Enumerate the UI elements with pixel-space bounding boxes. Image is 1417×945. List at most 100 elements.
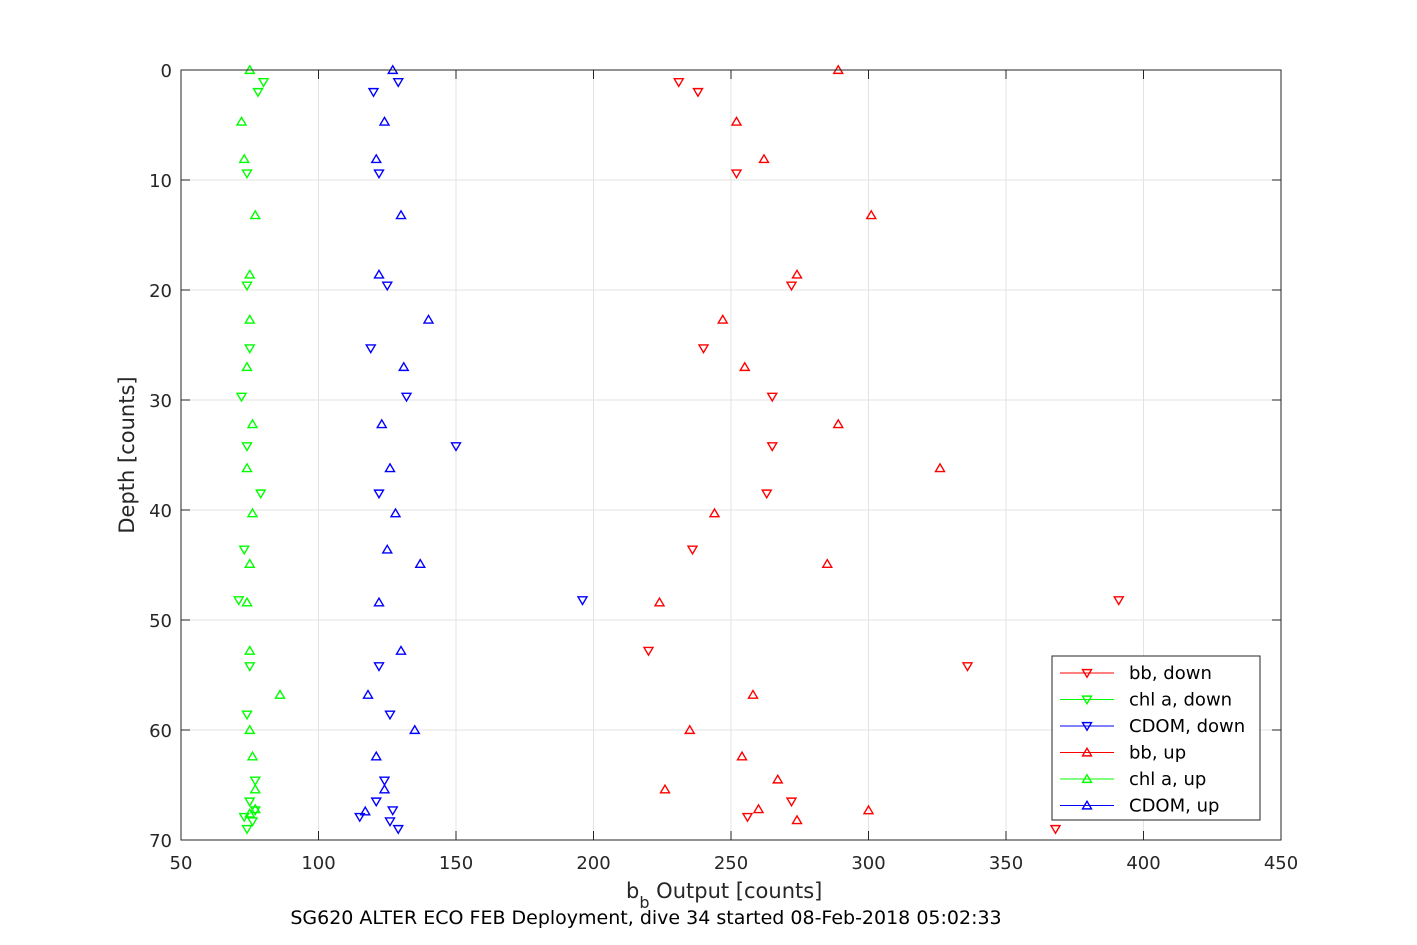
data-point xyxy=(244,268,256,279)
data-point xyxy=(865,209,877,220)
y-tick-label: 0 xyxy=(161,61,172,82)
data-point xyxy=(249,209,261,220)
data-point xyxy=(365,344,377,354)
y-tick-label: 20 xyxy=(149,281,172,302)
legend-item: CDOM, down xyxy=(1060,716,1245,737)
axis-ticks: 50 100 150 200 250 300 350 400 450 0 10 20 30 40 50 60 7… xyxy=(149,61,1298,874)
data-point xyxy=(378,783,391,794)
data-point xyxy=(785,281,798,292)
data-point xyxy=(378,116,391,126)
data-point xyxy=(235,116,248,126)
data-point xyxy=(785,797,798,808)
legend-label: chl a, down xyxy=(1129,690,1232,711)
data-point xyxy=(384,710,396,721)
data-point xyxy=(642,646,655,657)
data-point xyxy=(373,662,385,672)
data-point xyxy=(422,314,435,324)
x-tick-label: 50 xyxy=(170,853,193,874)
legend-label: chl a, up xyxy=(1129,769,1206,790)
legend-marker xyxy=(1081,799,1093,810)
legend-label: bb, down xyxy=(1129,663,1212,684)
x-tick-label: 400 xyxy=(1126,853,1160,874)
data-point xyxy=(772,773,784,784)
data-point xyxy=(1049,824,1062,835)
data-point xyxy=(359,805,371,816)
data-point xyxy=(370,797,382,808)
data-point xyxy=(233,596,245,606)
data-point xyxy=(791,268,803,279)
legend-item: CDOM, up xyxy=(1060,796,1219,817)
data-point xyxy=(381,281,393,292)
chart-footer-caption: SG620 ALTER ECO FEB Deployment, dive 34 … xyxy=(290,907,1001,929)
data-point xyxy=(373,169,385,180)
data-point xyxy=(249,806,261,816)
data-point xyxy=(241,361,253,372)
data-point xyxy=(241,824,253,835)
data-point xyxy=(659,783,671,794)
data-point xyxy=(376,418,388,429)
data-point xyxy=(367,87,380,98)
data-point xyxy=(684,724,696,735)
data-point xyxy=(384,817,396,827)
data-point xyxy=(389,507,402,518)
data-point xyxy=(238,153,250,164)
legend-item: bb, down xyxy=(1060,663,1212,684)
data-point xyxy=(241,462,253,473)
data-point xyxy=(244,558,256,568)
data-point xyxy=(373,268,385,279)
x-tick-label: 300 xyxy=(851,853,885,874)
data-point xyxy=(244,645,256,655)
data-point xyxy=(249,803,261,814)
data-point xyxy=(414,558,426,568)
data-point xyxy=(387,806,399,816)
data-point xyxy=(821,558,833,568)
x-axis-label-rest: Output [counts] xyxy=(650,879,823,903)
x-axis-label-main: b xyxy=(626,879,639,903)
legend-marker xyxy=(1081,668,1093,679)
data-point xyxy=(244,314,256,324)
data-point xyxy=(241,710,253,721)
data-point xyxy=(241,442,253,452)
data-point xyxy=(384,462,396,473)
data-point xyxy=(246,418,259,429)
data-point xyxy=(373,489,385,500)
data-point xyxy=(576,596,589,606)
legend-box xyxy=(1051,655,1261,821)
data-point xyxy=(241,169,253,180)
legend-label: CDOM, up xyxy=(1129,796,1219,817)
series-cdom-down xyxy=(354,78,589,835)
data-point xyxy=(730,116,743,126)
series-bb-down xyxy=(642,78,1125,835)
data-point xyxy=(244,807,256,818)
data-point xyxy=(392,78,404,88)
y-tick-label: 70 xyxy=(149,831,172,852)
data-point xyxy=(708,507,721,518)
data-point xyxy=(752,803,765,814)
legend-item: bb, up xyxy=(1060,743,1186,764)
data-point xyxy=(241,281,253,292)
data-point xyxy=(686,545,699,556)
x-tick-label: 100 xyxy=(301,853,335,874)
data-point xyxy=(766,442,778,452)
legend-item: chl a, down xyxy=(1060,690,1232,711)
data-point xyxy=(395,645,407,655)
legend-label: CDOM, down xyxy=(1129,716,1245,737)
data-point xyxy=(354,812,366,823)
data-point xyxy=(692,87,704,98)
data-point xyxy=(791,814,803,825)
y-tick-label: 50 xyxy=(149,611,172,632)
data-point xyxy=(653,596,666,607)
data-point xyxy=(370,750,382,761)
data-point xyxy=(381,543,393,554)
data-point xyxy=(244,724,256,735)
legend-marker xyxy=(1081,695,1093,706)
data-point xyxy=(370,153,382,164)
x-tick-label: 450 xyxy=(1264,853,1298,874)
data-point xyxy=(246,507,259,518)
data-point xyxy=(235,392,248,403)
x-axis-label-subscript: b xyxy=(639,893,649,912)
data-point xyxy=(252,87,264,98)
legend-label: bb, up xyxy=(1129,743,1186,764)
data-point xyxy=(246,817,259,827)
